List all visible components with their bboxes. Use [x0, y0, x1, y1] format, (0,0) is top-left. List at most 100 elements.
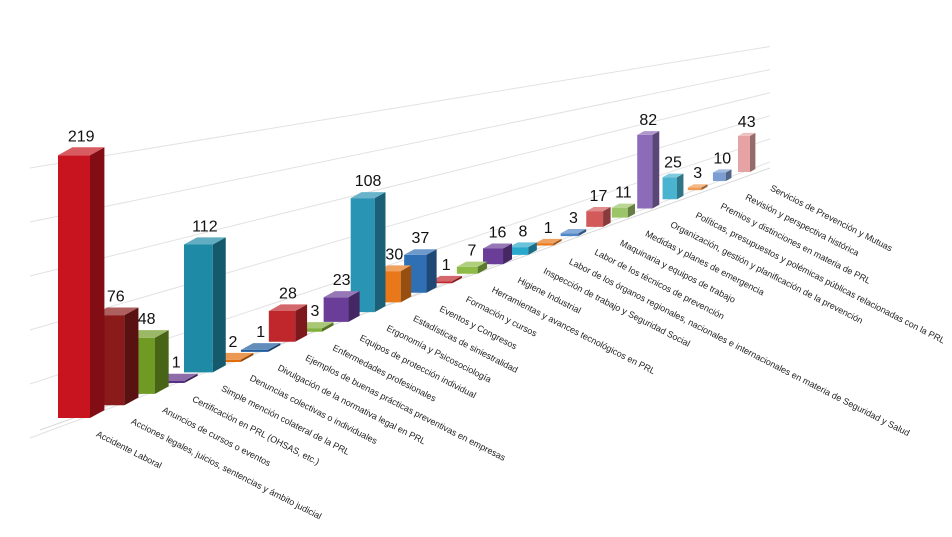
value-label-13: 7 [468, 243, 477, 260]
value-label-16: 1 [544, 220, 553, 237]
bar-side [603, 206, 611, 227]
bar-front [534, 243, 554, 246]
bar-side [652, 131, 660, 209]
bar-18 [586, 206, 611, 227]
bar-side [426, 249, 437, 293]
bar-side [477, 261, 488, 274]
value-label-11: 37 [411, 230, 429, 247]
value-label-4: 2 [229, 334, 238, 351]
bar-front [240, 349, 269, 352]
bar-top [58, 147, 105, 156]
bar-16 [534, 238, 562, 246]
bar-top [183, 237, 226, 245]
value-label-15: 8 [518, 223, 527, 240]
bar-side [374, 192, 386, 313]
gridline-150 [29, 92, 771, 277]
bar-side [528, 242, 537, 255]
value-label-0: 219 [68, 128, 95, 145]
bar-front [687, 187, 702, 191]
bar-side [701, 184, 708, 191]
bar-21 [662, 173, 684, 200]
bar-0 [58, 147, 105, 418]
bar-13 [456, 261, 488, 274]
bar-top [534, 238, 562, 244]
bar-side [240, 352, 254, 363]
bar-23 [712, 169, 732, 182]
bar-17 [560, 228, 587, 237]
value-label-5: 1 [256, 324, 265, 341]
gridline-200 [29, 69, 771, 223]
bar-top [93, 307, 139, 316]
value-label-10: 30 [385, 246, 403, 263]
value-label-2: 48 [138, 311, 156, 328]
bar-top [483, 243, 513, 249]
bar-top [712, 169, 732, 173]
bar-top [350, 192, 386, 199]
value-label-19: 11 [615, 185, 632, 202]
bar-top [560, 228, 587, 234]
bar-side [627, 203, 635, 218]
bar-top [377, 265, 412, 272]
bar-side [750, 132, 756, 172]
bar-5 [240, 343, 281, 352]
bar-side [124, 307, 139, 406]
bar-top [586, 206, 611, 212]
value-label-24: 43 [738, 114, 756, 131]
value-label-17: 3 [569, 210, 578, 227]
bar-side [348, 291, 360, 322]
bar-8 [323, 291, 360, 322]
bar-6 [268, 304, 308, 342]
value-label-21: 25 [664, 155, 682, 172]
bar-side [154, 330, 169, 394]
bar-top [637, 131, 660, 135]
bar-side [578, 228, 587, 237]
value-label-25: 112 [192, 218, 218, 235]
bar-15 [509, 242, 537, 255]
bar-front [183, 244, 213, 373]
bar-front [58, 155, 90, 418]
bar-side [184, 373, 198, 384]
bar-front [712, 172, 726, 182]
bar-front [662, 177, 677, 200]
bar-top [687, 184, 708, 188]
bar-top [456, 261, 488, 267]
bar-front [738, 135, 750, 172]
bar-20 [637, 131, 660, 209]
bar-19 [611, 203, 635, 218]
bar-side [725, 169, 732, 182]
bar-side [553, 238, 562, 246]
bar-top [662, 173, 684, 178]
value-label-20: 82 [639, 112, 657, 129]
bar-side [212, 237, 226, 373]
bar-side [400, 265, 412, 303]
bar-top [738, 132, 756, 136]
bar-side [503, 243, 513, 265]
bars [58, 131, 756, 418]
value-label-14: 16 [489, 225, 507, 242]
bar-side [452, 275, 462, 284]
bar-top [430, 275, 462, 282]
bar-25 [183, 237, 226, 373]
bar-24 [738, 132, 756, 172]
bar-top [240, 343, 281, 350]
bar-14 [483, 243, 513, 265]
value-label-7: 3 [310, 303, 319, 320]
bar-front [637, 134, 653, 209]
value-label-3: 1 [172, 355, 181, 372]
value-label-6: 28 [279, 285, 297, 302]
category-label-13: Herramientas y avances tecnológicos en P… [490, 285, 657, 377]
bar-9 [350, 192, 386, 313]
value-label-22: 3 [693, 165, 702, 182]
bar-side [90, 147, 105, 418]
value-label-9: 108 [355, 173, 382, 190]
bar-front [560, 233, 579, 237]
value-label-12: 1 [442, 257, 451, 274]
bar-side [321, 322, 334, 332]
bar-front [509, 247, 529, 255]
bar-side [295, 304, 308, 342]
bar-front [456, 266, 478, 274]
value-label-1: 76 [107, 288, 125, 305]
value-label-8: 23 [333, 272, 351, 289]
